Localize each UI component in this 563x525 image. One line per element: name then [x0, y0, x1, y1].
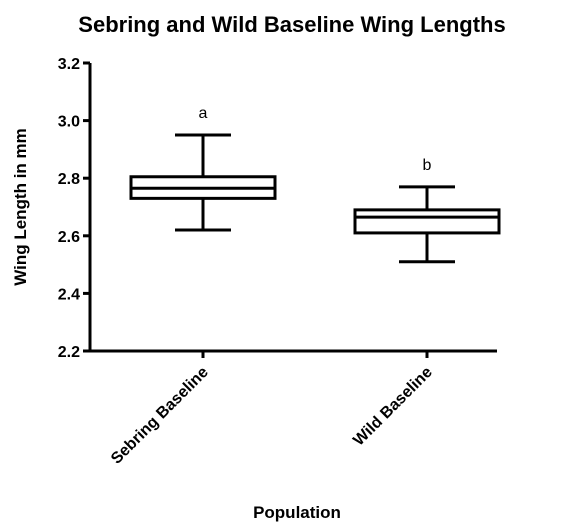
y-tick-label: 2.8: [58, 171, 80, 188]
box-plot: b: [353, 157, 501, 264]
x-category-label: Wild Baseline: [350, 364, 436, 450]
y-tick-label: 2.2: [58, 344, 80, 361]
y-axis: 2.2 2.4 2.6 2.8 3.0 3.2: [58, 56, 92, 361]
significance-label: b: [423, 157, 432, 174]
y-tick-label: 2.6: [58, 229, 80, 246]
y-tick-label: 3.2: [58, 56, 80, 73]
significance-label: a: [199, 105, 208, 122]
chart-title: Sebring and Wild Baseline Wing Lengths: [78, 12, 505, 37]
y-tick-label: 3.0: [58, 114, 80, 131]
box: [353, 208, 501, 235]
x-axis-label: Population: [253, 503, 341, 522]
y-tick-label: 2.4: [58, 286, 80, 303]
x-axis: Sebring Baseline Wild Baseline: [88, 349, 497, 468]
y-axis-label: Wing Length in mm: [11, 128, 30, 286]
x-category-label: Sebring Baseline: [108, 364, 212, 468]
box-plot: a: [129, 105, 277, 232]
box-plots: ab: [129, 105, 501, 264]
